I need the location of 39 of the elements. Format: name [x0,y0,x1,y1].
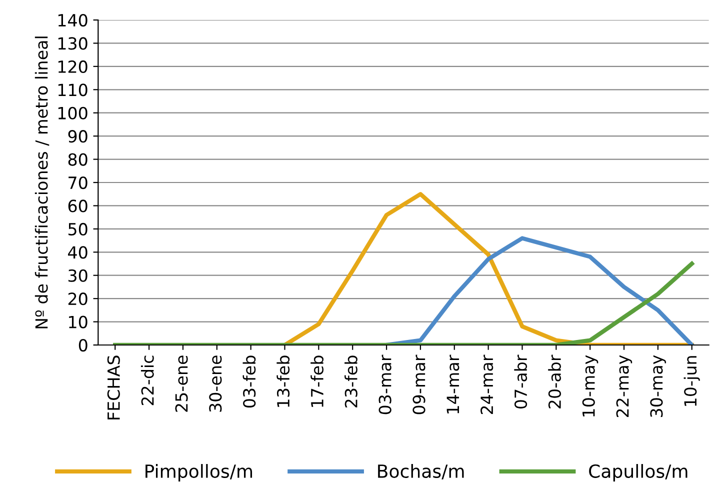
legend-label: Bochas/m [378,464,464,480]
line-series [113,262,694,345]
y-tick-label: 120 [58,60,88,73]
x-tick-label: 03-mar [378,354,392,414]
y-tick-label: 80 [68,153,88,166]
x-tick-label: 03-feb [242,356,256,408]
x-tick-label: 07-abr [514,354,528,408]
x-tick-label: 30-may [650,355,666,417]
x-tick-label: 14-mar [446,354,460,414]
y-tick-label: 0 [78,338,88,352]
x-tick-label: 25-ene [175,356,188,412]
y-tick-label: 100 [58,106,88,120]
y-tick-label: 20 [68,292,88,306]
y-tick-label: 140 [58,14,88,27]
x-tick-label: 24-mar [480,354,494,414]
legend-label: Capullos/m [589,464,688,482]
x-tick-label: 22-may [616,355,632,418]
y-tick-label: 50 [68,222,88,236]
legend-label: Pimpollos/m [146,464,252,482]
x-tick-label: 20-abr [548,354,561,408]
y-tick-label: 70 [68,176,88,190]
y-tick-label: 130 [58,37,88,50]
x-tick-label: 23-feb [344,356,358,408]
y-axis-title: Nº de fructificaciones / metro lineal [34,36,50,328]
y-tick-label: 40 [68,246,88,259]
y-tick-label: 30 [68,269,88,282]
x-tick-label: 10-may [582,355,598,416]
y-tick-label: 90 [68,130,88,143]
x-tick-label: 17-feb [310,356,324,407]
x-tick-label: 13-feb [276,356,290,407]
line-series [282,192,694,345]
x-tick-label: 22-dic [140,356,154,406]
y-tick-label: 60 [68,200,88,212]
x-tick-label: 10-jun [684,356,700,406]
x-tick-label: 09-mar [412,354,426,414]
y-tick-label: 110 [58,84,88,96]
x-tick-label: FECHAS [107,356,120,420]
x-tick-label: 30-ene [209,356,222,412]
y-tick-label: 10 [69,316,88,328]
